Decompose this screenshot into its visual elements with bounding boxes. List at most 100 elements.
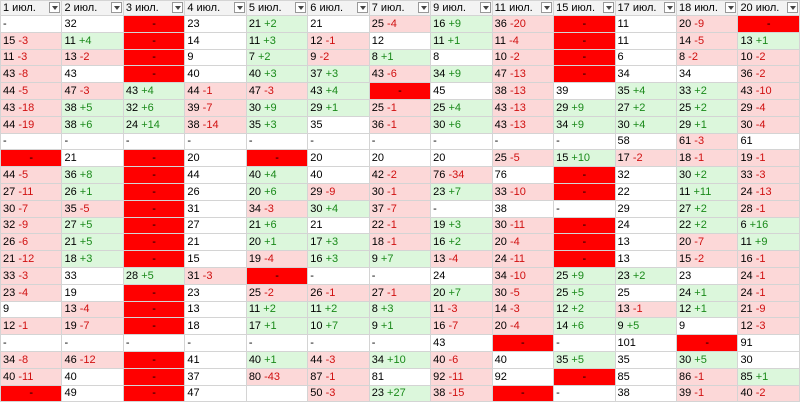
cell: 25 -4 (368, 15, 432, 33)
cell: 7 +2 (245, 48, 309, 67)
column-header: 5 июл. (245, 0, 309, 16)
cell-change: +5 (79, 101, 93, 114)
cell-value: - (125, 135, 130, 148)
cell: 20 (184, 149, 247, 168)
filter-button[interactable] (479, 2, 491, 13)
cell-value: 76 (433, 169, 446, 182)
cell: 28 +5 (122, 266, 186, 285)
table-row: 44 -19 38 +6 24 +14 38 -14 35 +3 35 36 -1 30 +6… (0, 115, 800, 134)
cell-change: +9 (571, 118, 584, 131)
cell: 15 (184, 250, 247, 268)
cell-value: 61 (678, 135, 692, 148)
cell-change: +1 (447, 34, 461, 47)
filter-button[interactable] (663, 2, 675, 13)
cell-value: - (310, 135, 314, 148)
cell-value: 18 (187, 320, 200, 333)
cell-value: 13 (740, 34, 753, 47)
cell: 43 -13 (491, 115, 555, 134)
cell-value: 43 (740, 85, 753, 98)
cell: 25 -5 (491, 149, 555, 168)
cell: 30 -7 (0, 199, 63, 218)
cell: - (122, 350, 186, 369)
table-row: 23 -4 19-23 25 -2 26 -1 27 -1 20 +7 30 -5 25 +5… (0, 283, 800, 302)
cell: 41 (184, 350, 247, 369)
cell-change: -13 (755, 185, 772, 198)
filter-button[interactable] (110, 2, 122, 13)
cell: 10 +7 (307, 317, 370, 336)
cell-change: +1 (694, 286, 707, 299)
cell-value: 11 (248, 303, 261, 316)
cell-value: 101 (617, 337, 636, 350)
cell-value: 29 (678, 118, 692, 131)
filter-button[interactable] (541, 2, 553, 13)
cell-value: 34 (556, 118, 569, 131)
cell-value: 34 (494, 269, 507, 282)
cell: 13 (614, 233, 677, 252)
cell: 25 +5 (553, 283, 616, 302)
cell-change: +6 (571, 320, 584, 333)
cell-value: 43 (494, 101, 507, 114)
cell-value: 10 (494, 51, 507, 64)
cell-change: -3 (18, 269, 29, 282)
cell-change: -3 (202, 269, 213, 282)
cell-value: - (152, 286, 156, 299)
cell: 44 -3 (307, 350, 370, 369)
header-label: 18 июл. (678, 2, 718, 14)
filter-button[interactable] (602, 2, 614, 13)
cell: 43 (430, 334, 493, 352)
cell-value: - (582, 236, 587, 249)
cell: 22 -1 (368, 216, 432, 235)
cell: 24 +14 (122, 115, 186, 134)
filter-button[interactable] (172, 2, 184, 13)
cell-change: +2 (694, 85, 707, 98)
cell: 17 +3 (307, 233, 370, 252)
cell: - (122, 31, 186, 50)
cell-change: -3 (325, 353, 336, 366)
cell-value: 12 (3, 320, 16, 333)
cell: 16 +3 (307, 250, 370, 268)
cell: - (184, 132, 247, 151)
cell: - (368, 266, 432, 285)
cell: 42 -2 (368, 166, 432, 184)
cell-value: 29 (310, 185, 323, 198)
cell: 35 (307, 115, 370, 134)
cell-change: -3 (264, 202, 274, 215)
filter-button[interactable] (356, 2, 368, 13)
table-row: 30 -7 35 -5-31 34 -3 30 +4 37 -7-38-29 27 +2 2… (0, 199, 800, 218)
cell: 37 (184, 367, 247, 386)
cell-value: 23 (187, 17, 200, 30)
cell: 29 (614, 199, 677, 218)
filter-button[interactable] (233, 2, 245, 13)
filter-button[interactable] (49, 2, 61, 13)
filter-button[interactable] (787, 2, 798, 13)
cell-value: - (3, 135, 7, 148)
filter-button[interactable] (295, 2, 307, 13)
cell-value: 9 (617, 320, 624, 333)
cell-value: 26 (310, 286, 323, 299)
filter-button[interactable] (725, 2, 737, 13)
cell-value: - (521, 387, 525, 400)
cell-value: 36 (740, 68, 753, 81)
cell-value: 35 (617, 85, 630, 98)
cell: 16 +9 (430, 15, 493, 33)
cell: 25 +4 (430, 98, 493, 117)
cell-change: +5 (79, 236, 93, 249)
table-row: 40 -11 40-37 80 -43 87 -1 81 92 -11 92-85 86 -1… (0, 367, 800, 386)
cell: 20 (368, 149, 432, 168)
cell: - (430, 132, 493, 151)
cell: 38 -15 (430, 384, 493, 402)
table-row: 32 -9 27 +5-27 21 +6 21 22 -1 19 +3 30 -11-24 2… (0, 216, 800, 235)
cell: 27 +2 (675, 199, 739, 218)
filter-button[interactable] (418, 2, 430, 13)
cell: - (122, 149, 186, 168)
cell-value: - (398, 85, 402, 98)
cell-change: +11 (693, 185, 712, 198)
cell: 11 +2 (245, 300, 309, 319)
cell-value: - (275, 152, 279, 165)
cell-value: 50 (310, 387, 323, 400)
cell-value: 38 (64, 101, 77, 114)
cell-value: 32 (617, 169, 630, 182)
cell-change: -1 (387, 118, 397, 131)
cell-value: 11 (310, 303, 322, 316)
